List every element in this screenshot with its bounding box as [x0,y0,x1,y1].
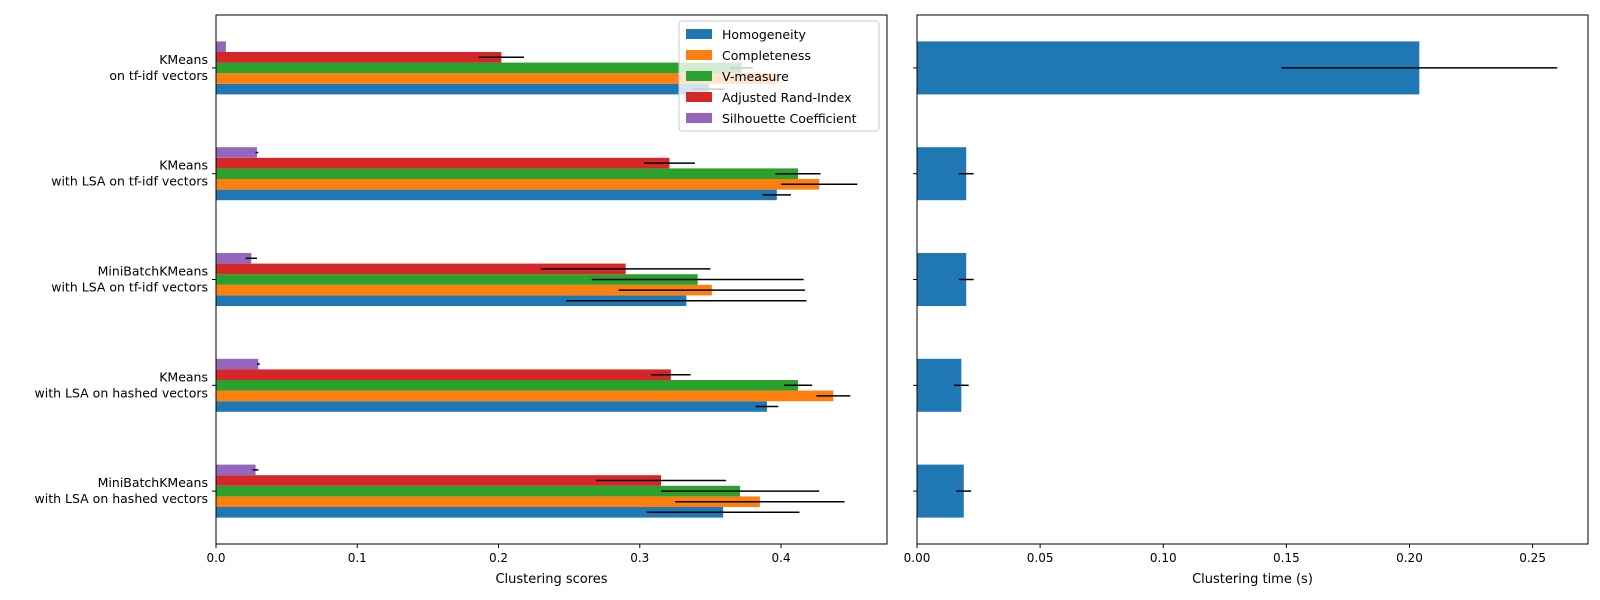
bar-silhouette-coefficient-2 [216,253,252,264]
bar-completeness-1 [216,179,820,190]
bar-adjusted-rand-index-4 [216,475,661,486]
x-tick-label: 0.20 [1396,551,1423,565]
y-tick-label: with LSA on tf-idf vectors [51,280,208,295]
bar-v-measure-4 [216,485,741,497]
bar-silhouette-coefficient-4 [216,464,256,476]
bar-time-2 [917,253,967,306]
legend-frame [678,20,880,132]
x-tick-label: 0.4 [772,551,791,565]
x-tick-label: 0.3 [630,551,649,565]
bar-adjusted-rand-index-1 [216,157,670,169]
x-tick-label: 0.0 [206,551,225,565]
time-y-axis [913,67,917,492]
y-tick-label: MiniBatchKMeans [98,264,208,279]
x-tick-label: 0.2 [489,551,508,565]
bar-silhouette-coefficient-3 [216,358,259,370]
time-plot: 0.00 0.05 0.10 0.15 0.20 0.25 Clustering time… [904,14,1589,587]
bar-homogeneity-0 [216,83,710,95]
y-tick-label: KMeans [159,158,208,173]
x-tick-label: 0.00 [904,551,931,565]
legend-swatch-v-measure [686,71,712,81]
scores-bars [216,41,834,518]
scores-x-axis: 0.0 0.1 0.2 0.3 0.4 [206,544,791,565]
bar-silhouette-coefficient-1 [216,147,257,158]
legend-label-silhouette-coefficient: Silhouette Coefficient [722,111,857,126]
scores-errorbars [245,56,858,514]
legend-swatch-completeness [686,50,712,60]
time-x-axis: 0.00 0.05 0.10 0.15 0.20 0.25 [904,544,1546,565]
time-bars [917,41,1420,518]
bar-silhouette-coefficient-0 [216,41,226,52]
y-tick-label: with LSA on hashed vectors [35,491,208,506]
bar-adjusted-rand-index-0 [216,52,502,63]
time-x-axis-label: Clustering time (s) [1192,572,1313,587]
y-tick-label: on tf-idf vectors [109,68,208,83]
y-tick-label: MiniBatchKMeans [98,475,208,490]
y-tick-label: KMeans [159,52,208,67]
legend-label-completeness: Completeness [722,48,811,63]
bar-homogeneity-1 [216,189,777,201]
legend: Homogeneity Completeness V-measure Adjusted… [678,20,880,132]
bar-v-measure-3 [216,380,799,391]
scores-x-axis-label: Clustering scores [495,572,607,587]
bar-homogeneity-4 [216,507,724,518]
legend-label-homogeneity: Homogeneity [722,27,806,42]
bar-completeness-3 [216,390,834,402]
bar-v-measure-0 [216,62,742,74]
legend-label-adjusted-rand-index: Adjusted Rand-Index [722,90,852,105]
time-errorbars [953,67,1558,492]
x-tick-label: 0.10 [1150,551,1177,565]
y-tick-label: KMeans [159,369,208,384]
x-tick-label: 0.15 [1273,551,1300,565]
y-tick-label: with LSA on hashed vectors [35,385,208,400]
bar-completeness-2 [216,284,712,296]
bar-v-measure-1 [216,168,799,179]
bar-completeness-4 [216,496,760,507]
legend-swatch-homogeneity [686,29,712,39]
bar-v-measure-2 [216,274,698,285]
legend-swatch-silhouette-coefficient [686,113,712,123]
bar-time-1 [917,147,967,201]
bar-homogeneity-3 [216,401,767,412]
x-tick-label: 0.05 [1027,551,1054,565]
x-tick-label: 0.1 [348,551,367,565]
legend-label-v-measure: V-measure [722,69,789,84]
bar-homogeneity-2 [216,295,687,306]
legend-swatch-adjusted-rand-index [686,92,712,102]
bar-adjusted-rand-index-2 [216,263,626,275]
bar-completeness-0 [216,73,779,84]
bar-adjusted-rand-index-3 [216,369,671,380]
x-tick-label: 0.25 [1519,551,1546,565]
y-tick-label: with LSA on tf-idf vectors [51,174,208,189]
bar-time-4 [917,464,964,518]
